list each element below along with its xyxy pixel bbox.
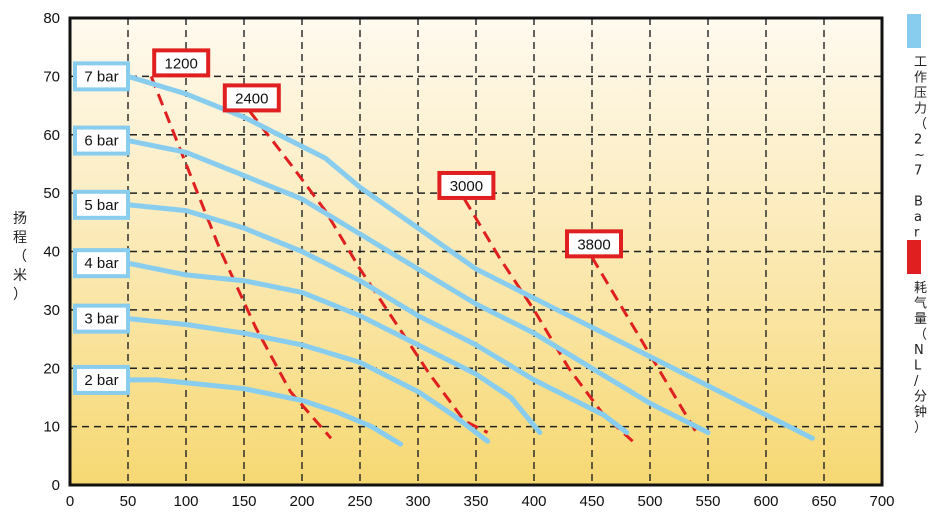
air-label-text: 3000 xyxy=(450,178,483,195)
pressure-line-7-bar xyxy=(125,73,815,441)
air-label-text: 1200 xyxy=(165,55,198,72)
y-tick-label: 50 xyxy=(43,185,60,202)
air-label-box: 2400 xyxy=(222,83,281,113)
x-tick-label: 450 xyxy=(579,493,604,510)
x-tick-label: 50 xyxy=(120,493,137,510)
pressure-label-text: 2 bar xyxy=(84,372,118,389)
x-axis-ticks: 0 50 100 150 200 250 300 350 400 450 500 550 600 650 7… xyxy=(66,493,895,510)
pressure-line-2-bar xyxy=(125,377,404,447)
y-tick-label: 70 xyxy=(43,68,60,85)
air-line-2400 xyxy=(248,110,489,434)
x-tick-label: 600 xyxy=(753,493,778,510)
pressure-label-box: 3 bar xyxy=(73,303,130,334)
pressure-labels: 7 bar 6 bar 5 bar 4 bar 3 bar 2 bar xyxy=(73,61,130,395)
y-axis-title: 扬程（米） xyxy=(13,211,27,303)
legend-label-air: 耗气量（ N L/分钟） xyxy=(914,281,927,436)
pressure-label-box: 4 bar xyxy=(73,248,130,279)
y-tick-label: 30 xyxy=(43,302,60,319)
legend-label-pressure: 工作压力（2~7 Bar） xyxy=(914,55,927,256)
legend: 工作压力（2~7 Bar） 耗气量（NL/分钟） xyxy=(907,14,927,436)
x-tick-label: 350 xyxy=(463,493,488,510)
y-axis-label: 扬程（米） xyxy=(13,211,27,303)
pressure-label-text: 7 bar xyxy=(84,68,118,85)
pressure-label-box: 2 bar xyxy=(73,364,130,395)
legend-swatch-pressure xyxy=(907,14,921,48)
air-label-text: 3800 xyxy=(577,236,610,253)
pressure-label-text: 5 bar xyxy=(84,197,118,214)
air-label-box: 1200 xyxy=(152,48,211,78)
x-tick-label: 650 xyxy=(811,493,836,510)
x-tick-label: 100 xyxy=(173,493,198,510)
y-tick-label: 80 xyxy=(43,10,60,27)
legend-swatch-air xyxy=(907,240,921,274)
plot-frame xyxy=(68,16,884,487)
air-label-box: 3000 xyxy=(437,170,496,200)
pressure-line-6-bar xyxy=(125,138,711,435)
y-tick-label: 20 xyxy=(43,360,60,377)
x-tick-label: 400 xyxy=(521,493,546,510)
pressure-label-text: 4 bar xyxy=(84,255,118,272)
y-tick-label: 60 xyxy=(43,127,60,144)
pressure-line-3-bar xyxy=(125,316,491,444)
pressure-lines xyxy=(125,73,815,447)
y-tick-label: 0 xyxy=(52,477,60,494)
x-tick-label: 250 xyxy=(347,493,372,510)
air-labels: 1200 2400 3000 3800 xyxy=(152,48,623,259)
pressure-line-4-bar xyxy=(125,260,543,435)
pressure-line-5-bar xyxy=(125,202,630,435)
air-label-text: 2400 xyxy=(235,90,268,107)
x-tick-label: 500 xyxy=(637,493,662,510)
pressure-label-box: 6 bar xyxy=(73,125,130,156)
x-tick-label: 700 xyxy=(869,493,894,510)
x-tick-label: 300 xyxy=(405,493,430,510)
x-tick-label: 200 xyxy=(289,493,314,510)
pressure-label-text: 6 bar xyxy=(84,133,118,150)
y-tick-label: 40 xyxy=(43,244,60,261)
y-tick-label: 10 xyxy=(43,419,60,436)
pressure-label-box: 7 bar xyxy=(73,61,130,92)
y-axis-ticks: 0 10 20 30 40 50 60 70 80 xyxy=(43,10,60,494)
air-label-box: 3800 xyxy=(565,229,623,259)
air-line-3800 xyxy=(590,256,698,434)
pressure-label-text: 3 bar xyxy=(84,311,118,328)
x-tick-label: 150 xyxy=(231,493,256,510)
x-tick-label: 0 xyxy=(66,493,74,510)
x-tick-label: 550 xyxy=(695,493,720,510)
pressure-label-box: 5 bar xyxy=(73,189,130,220)
